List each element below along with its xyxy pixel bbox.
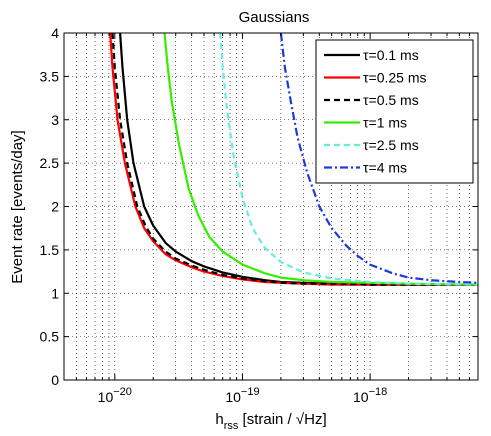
- x-axis-label-sub: rss: [224, 420, 239, 432]
- x-axis-label-rest: [strain / √Hz]: [238, 411, 326, 428]
- y-tick-label: 1: [51, 285, 59, 301]
- x-axis-label: hrss [strain / √Hz]: [215, 411, 326, 432]
- axes: 0 0.5 1 1.5 2 2.5 3 3.5 4 10−20 10−19 10−18: [40, 25, 478, 405]
- legend-label: τ=0.25 ms: [363, 70, 427, 86]
- series-line-3: [111, 33, 478, 286]
- series-line-4: [163, 33, 478, 286]
- y-tick-label: 2: [51, 199, 59, 215]
- series-layer: [109, 33, 478, 286]
- legend-label: τ=4 ms: [363, 160, 407, 176]
- legend-label: τ=0.1 ms: [363, 47, 419, 63]
- legend-label: τ=1 ms: [363, 115, 407, 131]
- y-tick-label: 3.5: [40, 68, 60, 84]
- legend-label: τ=2.5 ms: [363, 137, 419, 153]
- x-tick-label: 10−19: [225, 386, 259, 405]
- x-tick-label: 10−18: [353, 386, 387, 405]
- series-line-2: [109, 33, 478, 286]
- x-tick-label: 10−20: [98, 386, 132, 405]
- legend-box: [315, 39, 474, 184]
- y-tick-label: 4: [51, 25, 59, 41]
- y-tick-label: 1.5: [40, 242, 60, 258]
- y-tick-label: 3: [51, 112, 59, 128]
- x-axis-label-main: h: [215, 411, 223, 428]
- y-tick-label: 2.5: [40, 155, 60, 171]
- series-line-5: [219, 33, 478, 286]
- legend-label: τ=0.5 ms: [363, 92, 419, 108]
- y-tick-label: 0: [51, 372, 59, 388]
- y-tick-label: 0.5: [40, 329, 60, 345]
- y-axis-label: Event rate [events/day]: [9, 130, 26, 283]
- legend: τ=0.1 ms τ=0.25 ms τ=0.5 ms τ=1 ms τ=2.5 ms τ…: [315, 39, 474, 184]
- chart-title: Gaussians: [239, 9, 310, 26]
- series-line-6: [279, 33, 478, 284]
